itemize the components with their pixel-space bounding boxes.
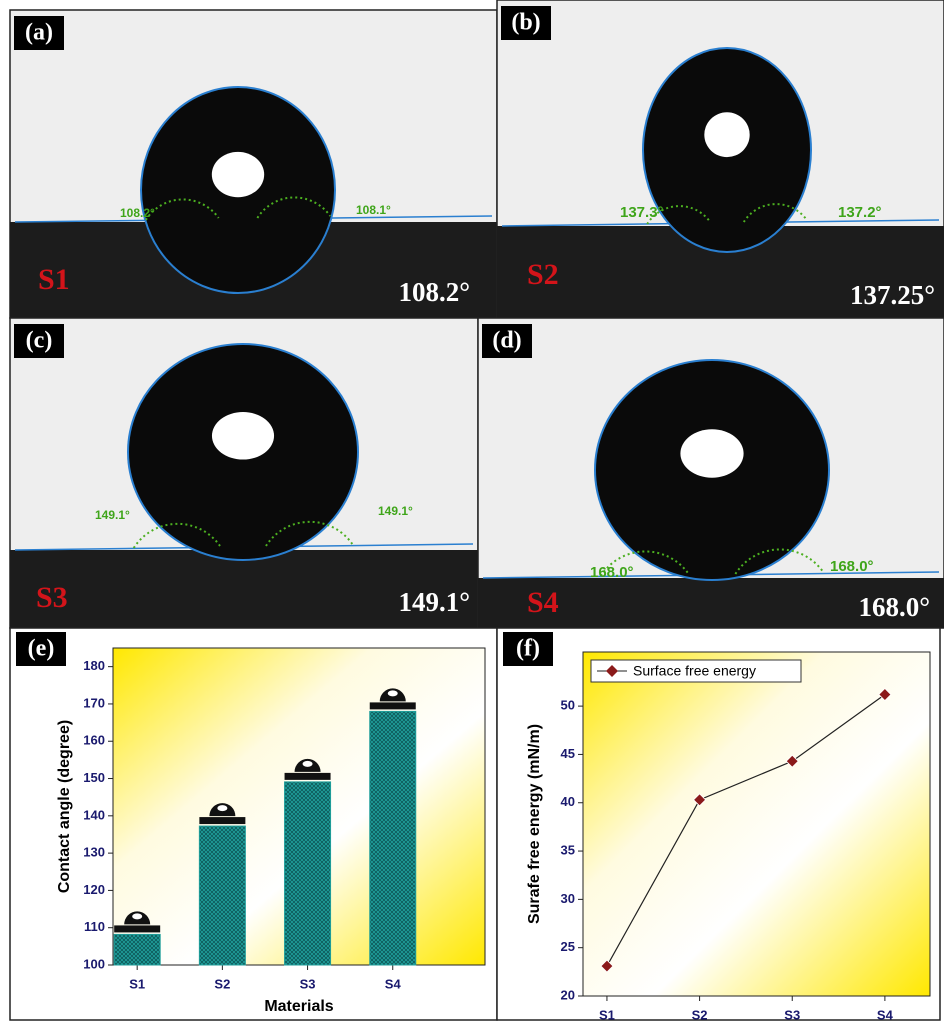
sample-label: S1 (38, 263, 70, 296)
bar (285, 782, 331, 965)
highlight (212, 152, 264, 197)
panel-label: (f) (516, 636, 540, 662)
droplet-base (285, 773, 331, 780)
y-tick-label: 120 (83, 882, 105, 897)
bar (114, 934, 160, 965)
droplet-shine (388, 690, 398, 696)
sample-label: S4 (527, 586, 559, 619)
panel-label: (e) (28, 636, 55, 662)
x-tick-label: S3 (300, 976, 316, 991)
plot-area (583, 652, 930, 996)
sample-label: S3 (36, 581, 68, 614)
y-tick-label: 35 (561, 842, 575, 857)
left-angle-label: 168.0° (590, 564, 634, 581)
y-tick-label: 45 (561, 746, 575, 761)
y-tick-label: 110 (84, 919, 105, 934)
x-tick-label: S2 (214, 976, 230, 991)
right-angle-label: 137.2° (838, 204, 882, 221)
y-tick-label: 40 (561, 794, 575, 809)
figure: 108.2° 108.1° (a) S1 108.2° 137.3° 137.2° (b) S2… (0, 0, 944, 1025)
legend-label: Surface free energy (633, 663, 756, 679)
bar (370, 711, 416, 965)
highlight (680, 429, 743, 477)
panel-label: (a) (25, 20, 53, 46)
y-tick-label: 30 (561, 891, 575, 906)
droplet-base (199, 817, 245, 824)
panel-label: (c) (26, 328, 53, 354)
y-axis-label: Surafe free energy (mN/m) (526, 724, 543, 924)
sample-label: S2 (527, 258, 559, 291)
contact-angle: 108.2° (398, 277, 470, 307)
left-angle-label: 149.1° (95, 508, 130, 522)
x-axis-label: Materials (264, 998, 333, 1015)
y-tick-label: 180 (83, 658, 105, 673)
left-angle-label: 137.3° (620, 204, 664, 221)
y-tick-label: 140 (83, 807, 105, 822)
contact-angle: 149.1° (398, 587, 470, 617)
droplet-shine (132, 913, 142, 919)
y-tick-label: 25 (561, 939, 575, 954)
y-tick-label: 160 (83, 733, 105, 748)
y-tick-label: 170 (83, 695, 105, 710)
bar (199, 826, 245, 965)
right-angle-label: 108.1° (356, 203, 391, 217)
highlight (704, 112, 749, 157)
highlight (212, 412, 274, 460)
x-tick-label: S4 (385, 976, 402, 991)
droplet-base (114, 925, 160, 932)
y-tick-label: 100 (83, 956, 105, 971)
x-tick-label: S3 (784, 1007, 800, 1022)
page: 108.2° 108.1° (a) S1 108.2° 137.3° 137.2° (b) S2… (0, 0, 944, 1025)
droplet-base (370, 702, 416, 709)
droplet-shine (303, 761, 313, 767)
y-tick-label: 20 (561, 987, 575, 1002)
x-tick-label: S4 (877, 1007, 894, 1022)
y-tick-label: 50 (561, 698, 575, 713)
right-angle-label: 149.1° (378, 504, 413, 518)
y-tick-label: 130 (83, 845, 105, 860)
contact-angle: 137.25° (850, 280, 935, 310)
panel-label: (d) (492, 328, 521, 354)
left-angle-label: 108.2° (120, 206, 155, 220)
right-angle-label: 168.0° (830, 558, 874, 575)
y-tick-label: 150 (83, 770, 105, 785)
x-tick-label: S1 (599, 1007, 615, 1022)
x-tick-label: S1 (129, 976, 145, 991)
x-tick-label: S2 (692, 1007, 708, 1022)
contact-angle: 168.0° (858, 592, 930, 622)
droplet-shine (217, 805, 227, 811)
y-axis-label: Contact angle (degree) (56, 720, 73, 893)
panel-label: (b) (511, 10, 540, 36)
